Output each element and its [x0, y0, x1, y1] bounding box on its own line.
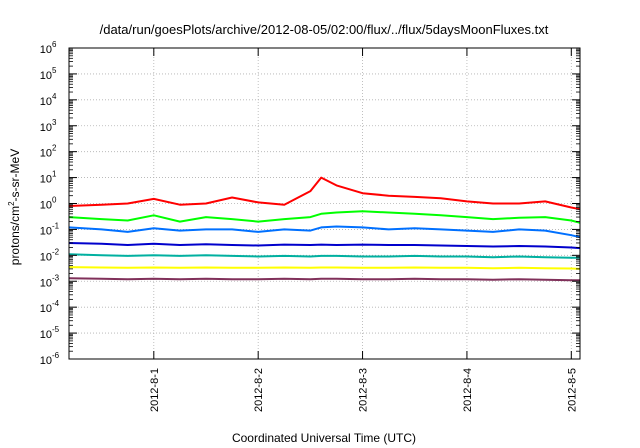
y-tick-base: 10: [40, 96, 52, 108]
y-tick-exponent: -5: [52, 325, 60, 334]
y-axis-label: protons/cm2-s-sr-MeV: [7, 149, 22, 265]
y-tick-label: 10-3: [40, 273, 60, 289]
y-tick-base: 10: [40, 122, 52, 134]
y-tick-base: 10: [40, 44, 52, 56]
y-tick-label: 10-2: [40, 247, 60, 263]
y-tick-exponent: -3: [52, 273, 60, 282]
y-axis-label-exponent: 2: [7, 201, 16, 206]
y-tick-label: 10-5: [40, 325, 60, 341]
y-tick-exponent: -2: [52, 247, 60, 256]
y-tick-label: 104: [40, 92, 57, 108]
y-tick-label: 10-4: [40, 299, 60, 315]
x-tick-label: 2012-8-5: [566, 368, 578, 412]
y-tick-label: 10-1: [40, 221, 60, 237]
series-line-6: [68, 266, 581, 270]
y-tick-labels: 10-610-510-410-310-210-11001011021031041…: [40, 40, 60, 367]
y-tick-exponent: -6: [52, 351, 60, 360]
y-tick-label: 103: [40, 118, 57, 134]
y-tick-exponent: 2: [52, 144, 57, 153]
chart-title: /data/run/goesPlots/archive/2012-08-05/0…: [100, 22, 549, 37]
x-axis-label: Coordinated Universal Time (UTC): [232, 431, 416, 445]
y-tick-exponent: -4: [52, 299, 60, 308]
y-tick-label: 102: [40, 144, 57, 160]
x-tick-label: 2012-8-1: [149, 368, 161, 412]
y-tick-exponent: 3: [52, 118, 57, 127]
y-tick-base: 10: [40, 225, 52, 237]
y-tick-exponent: 4: [52, 92, 57, 101]
series-line-5: [68, 253, 580, 259]
tick-marks: [69, 47, 580, 360]
y-tick-base: 10: [40, 251, 52, 263]
y-tick-base: 10: [40, 200, 52, 212]
series-group: [68, 176, 581, 282]
y-tick-base: 10: [40, 148, 52, 160]
y-tick-label: 10-6: [40, 351, 60, 367]
y-tick-base: 10: [40, 70, 52, 82]
y-tick-label: 106: [40, 40, 57, 56]
y-tick-label: 100: [40, 196, 57, 212]
x-tick-label: 2012-8-3: [358, 368, 370, 412]
y-tick-base: 10: [40, 329, 52, 341]
series-line-2: [68, 210, 581, 224]
series-line-1: [68, 176, 581, 211]
y-tick-exponent: 0: [52, 196, 57, 205]
x-tick-labels: 2012-8-1 2012-8-2 2012-8-3 2012-8-4 2012-8-5: [149, 368, 578, 412]
y-tick-exponent: 5: [52, 66, 57, 75]
series-line-7: [68, 277, 580, 282]
y-tick-base: 10: [40, 174, 52, 186]
y-axis-label-rest: -s-sr-MeV: [8, 149, 22, 202]
series-line-4: [68, 242, 581, 250]
y-axis-label-base: protons/cm: [8, 206, 22, 265]
y-tick-label: 101: [40, 170, 57, 186]
y-tick-exponent: 1: [52, 170, 57, 179]
y-tick-base: 10: [40, 355, 52, 367]
y-tick-label: 105: [40, 66, 57, 82]
x-tick-label: 2012-8-2: [253, 368, 265, 412]
series-line-3: [68, 225, 581, 239]
x-tick-label: 2012-8-4: [462, 368, 474, 412]
y-tick-base: 10: [40, 277, 52, 289]
y-tick-base: 10: [40, 303, 52, 315]
y-tick-exponent: 6: [52, 40, 57, 49]
y-tick-exponent: -1: [52, 221, 60, 230]
